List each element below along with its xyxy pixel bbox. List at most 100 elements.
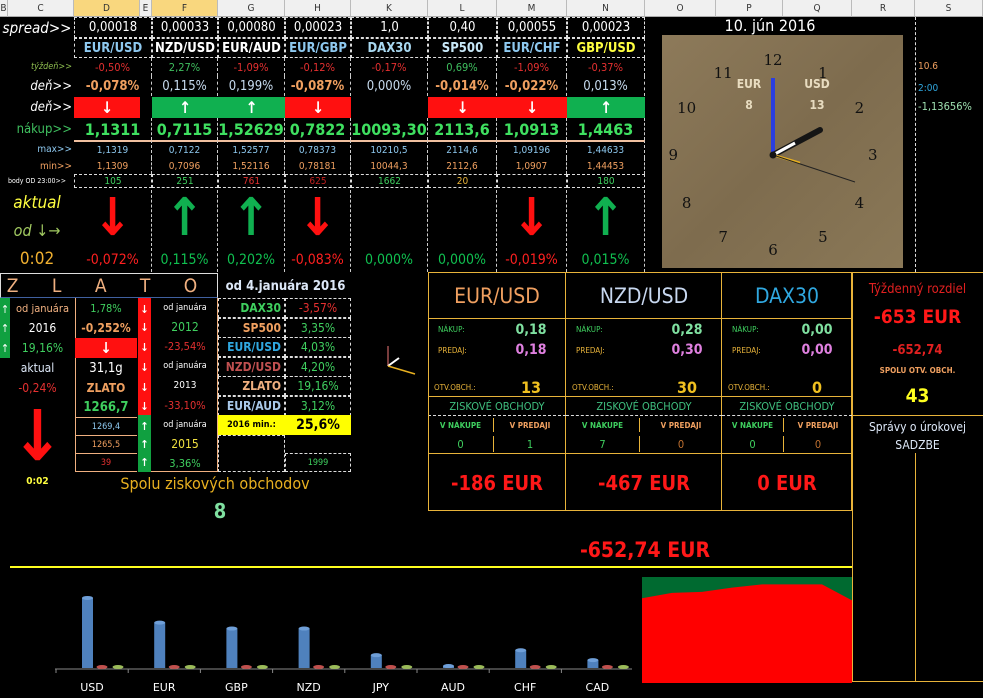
buy-label: NÁKUP:	[732, 324, 759, 334]
column-header-s[interactable]: S	[915, 0, 983, 17]
week-change: -0,37%	[567, 58, 645, 76]
column-header-e[interactable]: E	[140, 0, 152, 17]
max-price: 10210,5	[351, 140, 428, 158]
column-header-l[interactable]: L	[428, 0, 497, 17]
max-price: 1,09196	[497, 140, 567, 158]
gold-since: od januára	[15, 301, 70, 315]
day-direction-arrow-up-icon: ↑	[218, 97, 285, 118]
gold-aktual-pct: -0,24%	[18, 381, 57, 395]
gold-time: 0:02	[26, 475, 49, 487]
day-change: 0,199%	[218, 76, 285, 96]
min-price: 2112,6	[428, 158, 497, 174]
profit-label: ZISKOVÉ OBCHODY	[739, 399, 835, 413]
gold-points: 39	[75, 453, 137, 472]
gold-ytd-pct: 19,16%	[21, 341, 64, 355]
divider	[428, 415, 566, 416]
result-value: -186 EUR	[450, 471, 544, 495]
column-header-q[interactable]: Q	[783, 0, 852, 17]
side-value-3: -1,13656%	[918, 99, 972, 113]
bar-gbp	[226, 628, 238, 668]
week-change: -1,09%	[218, 58, 285, 76]
ytd-pct: 19,16%	[285, 376, 351, 396]
clock-white-hand	[772, 141, 796, 157]
arrow-up-icon: ↑	[140, 419, 149, 433]
day-direction-arrow-down-icon: ↓	[428, 97, 497, 118]
column-header-n[interactable]: N	[567, 0, 645, 17]
in-buy-label: V NÁKUPE	[439, 420, 482, 430]
bar-gbp-s1	[240, 665, 252, 669]
column-header-b[interactable]: B	[0, 0, 8, 17]
aktual-change: -0,019%	[497, 248, 567, 272]
min-price: 0,78181	[285, 158, 351, 174]
weekly-eur: -653 EUR	[873, 306, 962, 328]
gold-since-title: od 4.januára 2016	[225, 279, 346, 294]
divider	[428, 396, 566, 397]
bar-chf-s2	[545, 665, 557, 669]
column-header-f[interactable]: F	[152, 0, 218, 17]
sell-value: 0,00	[801, 342, 833, 358]
column-header-o[interactable]: O	[645, 0, 716, 17]
column-header-g[interactable]: G	[218, 0, 285, 17]
day-change: 0,000%	[351, 76, 428, 96]
year-label: 2015	[171, 437, 199, 451]
divider	[428, 318, 566, 319]
column-header-d[interactable]: D	[74, 0, 140, 17]
bar-jpy	[370, 655, 382, 668]
aktual-arrow-down-icon: ↓	[497, 188, 567, 248]
ytd-name: EUR/AUD	[218, 395, 285, 416]
gold-day-arrow-icon: ↓	[75, 338, 137, 358]
min-price: 1,52116	[218, 158, 285, 174]
side-value-2: 2:00	[918, 82, 939, 94]
position-panel	[566, 272, 722, 510]
result-value: 0 EUR	[757, 471, 817, 495]
clock-number: 8	[681, 193, 692, 212]
in-sell-value: 1	[493, 436, 566, 452]
clock-number: 2	[854, 98, 865, 117]
divider	[428, 453, 566, 454]
max-price: 1,1319	[74, 140, 152, 158]
open-value: 13	[520, 377, 542, 397]
clock-date: 10. jún 2016	[724, 15, 816, 35]
min-price: 1,0907	[497, 158, 567, 174]
week-change: -0,17%	[351, 58, 428, 76]
ytd-pct: 3,35%	[285, 317, 351, 338]
max-price: 0,78373	[285, 140, 351, 158]
open-label: OTV.OBCH.:	[728, 382, 770, 392]
bar-top	[587, 658, 599, 663]
equity-area-chart	[642, 577, 852, 683]
buy-label: NÁKUP:	[438, 324, 465, 334]
aktual-arrow-up-icon: ↑	[152, 188, 218, 248]
ytd-empty	[218, 435, 285, 472]
day-change: -0,087%	[285, 76, 351, 96]
year-since: od januára	[163, 419, 207, 430]
column-header-m[interactable]: M	[497, 0, 567, 17]
day-change: 0,013%	[567, 76, 645, 96]
instrument-name: SP500	[428, 38, 497, 58]
column-header-p[interactable]: P	[716, 0, 783, 17]
day-direction-empty	[351, 97, 428, 118]
ytd-name: EUR/USD	[218, 337, 285, 357]
year-label: 2013	[173, 380, 197, 391]
spread-value: 1,0	[351, 17, 428, 38]
spread-value: 0,00055	[497, 17, 567, 38]
bar-cad-s1	[601, 665, 613, 669]
column-header-r[interactable]: R	[852, 0, 915, 17]
profit-label: ZISKOVÉ OBCHODY	[449, 399, 545, 413]
bar-aud-s1	[457, 665, 469, 669]
day-direction-arrow-up-icon: ↑	[152, 97, 218, 118]
column-header-h[interactable]: H	[285, 0, 351, 17]
bar-chf-s1	[529, 665, 541, 669]
points-value	[497, 174, 567, 188]
arrow-down-icon: ↓	[140, 302, 149, 316]
bar-top	[154, 620, 166, 625]
column-header-c[interactable]: C	[8, 0, 74, 17]
column-header-k[interactable]: K	[351, 0, 428, 17]
bar-chf	[515, 650, 527, 668]
x-tick-label: AUD	[441, 681, 465, 694]
sell-label: PREDAJ:	[576, 345, 605, 355]
week-change: 0,69%	[428, 58, 497, 76]
aktual-arrow-up-icon: ↑	[567, 188, 645, 248]
aktual-change: 0,202%	[218, 248, 285, 272]
clock-number: 12	[763, 51, 783, 69]
x-tick-label: GBP	[225, 681, 248, 694]
